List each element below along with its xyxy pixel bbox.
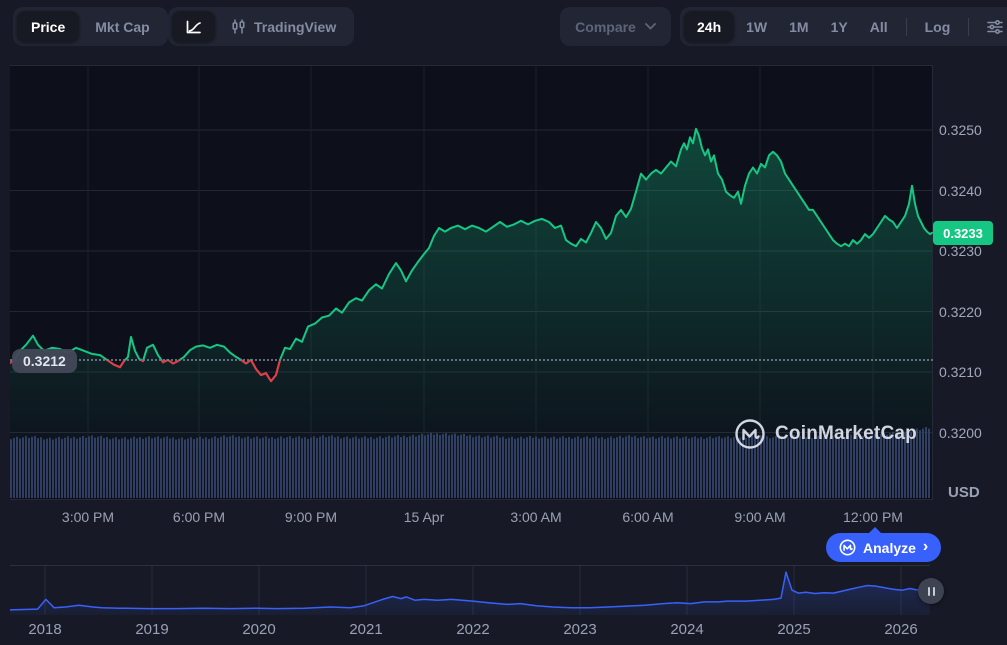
handle-grip-icon	[927, 586, 930, 596]
price-tab[interactable]: Price	[17, 11, 80, 42]
open-price-label: 0.3212	[12, 349, 77, 373]
compare-label: Compare	[575, 18, 636, 35]
chevron-down-icon	[644, 23, 656, 30]
year-tick: 2026	[884, 621, 918, 638]
x-axis-tick: 9:00 PM	[284, 509, 338, 525]
sliders-icon	[986, 18, 1004, 36]
time-range-toggle: 24h 1W 1M 1Y All Log	[680, 7, 1007, 46]
coinmarketcap-watermark: CoinMarketCap	[734, 418, 917, 450]
y-axis-tick: 0.3200	[939, 425, 982, 441]
range-navigator[interactable]	[10, 565, 930, 617]
navigator-chart-svg	[10, 565, 930, 615]
y-axis-tick: 0.3250	[939, 122, 982, 138]
chart-settings-button[interactable]	[977, 11, 1007, 42]
year-tick: 2018	[28, 621, 62, 638]
range-all-button[interactable]: All	[860, 11, 898, 42]
chevron-right-icon: ›	[922, 537, 929, 555]
candlestick-icon	[231, 18, 246, 35]
year-tick: 2025	[777, 621, 811, 638]
year-tick: 2023	[563, 621, 597, 638]
x-axis-tick: 6:00 PM	[172, 509, 226, 525]
price-tab-label: Price	[31, 18, 66, 35]
analyze-label: Analyze	[863, 539, 916, 556]
year-tick: 2021	[349, 621, 383, 638]
line-chart-button[interactable]	[172, 11, 215, 42]
chart-type-toggle: TradingView	[168, 7, 355, 46]
open-price-dotted-line	[10, 359, 933, 361]
range-1y-button[interactable]: 1Y	[821, 11, 858, 42]
log-label: Log	[924, 18, 951, 35]
year-tick: 2022	[456, 621, 490, 638]
x-axis-tick: 12:00 PM	[843, 509, 903, 525]
separator	[968, 17, 970, 36]
range-1m-label: 1M	[789, 18, 809, 35]
x-axis-tick: 15 Apr	[403, 509, 445, 525]
compare-button[interactable]: Compare	[560, 7, 671, 46]
tradingview-button[interactable]: TradingView	[217, 11, 350, 42]
year-tick: 2020	[242, 621, 276, 638]
y-axis-tick: 0.3220	[939, 304, 982, 320]
mktcap-tab-label: Mkt Cap	[95, 18, 150, 35]
year-tick: 2024	[670, 621, 704, 638]
y-axis-tick: 0.3210	[939, 364, 982, 380]
handle-grip-icon	[932, 586, 935, 596]
y-axis-tick: 0.3240	[939, 183, 982, 199]
mktcap-tab[interactable]: Mkt Cap	[81, 11, 163, 42]
tradingview-label: TradingView	[254, 18, 337, 35]
range-24h-label: 24h	[697, 18, 722, 35]
analyze-logo-icon	[839, 539, 856, 556]
log-scale-button[interactable]: Log	[915, 11, 961, 42]
x-axis-tick: 3:00 AM	[510, 509, 562, 525]
unit-label: USD	[948, 484, 980, 501]
coinmarketcap-logo-icon	[734, 418, 766, 450]
x-axis-tick: 6:00 AM	[622, 509, 674, 525]
range-1y-label: 1Y	[830, 18, 848, 35]
year-tick: 2019	[135, 621, 169, 638]
y-axis-tick: 0.3230	[939, 243, 982, 259]
x-axis-tick: 3:00 PM	[61, 509, 115, 525]
range-1w-label: 1W	[746, 18, 768, 35]
range-1m-button[interactable]: 1M	[779, 11, 818, 42]
current-price-badge: 0.3233	[933, 221, 993, 245]
analyze-button[interactable]: Analyze ›	[826, 527, 942, 562]
separator	[905, 17, 907, 36]
watermark-label: CoinMarketCap	[775, 423, 917, 444]
x-axis-tick: 9:00 AM	[734, 509, 786, 525]
price-chart-svg	[10, 65, 933, 500]
range-all-label: All	[869, 18, 888, 35]
range-1w-button[interactable]: 1W	[736, 11, 777, 42]
price-mktcap-toggle: Price Mkt Cap	[13, 7, 168, 46]
navigator-handle[interactable]	[918, 578, 944, 604]
range-24h-button[interactable]: 24h	[684, 11, 735, 42]
main-chart[interactable]	[10, 65, 933, 500]
line-chart-icon	[185, 19, 202, 35]
